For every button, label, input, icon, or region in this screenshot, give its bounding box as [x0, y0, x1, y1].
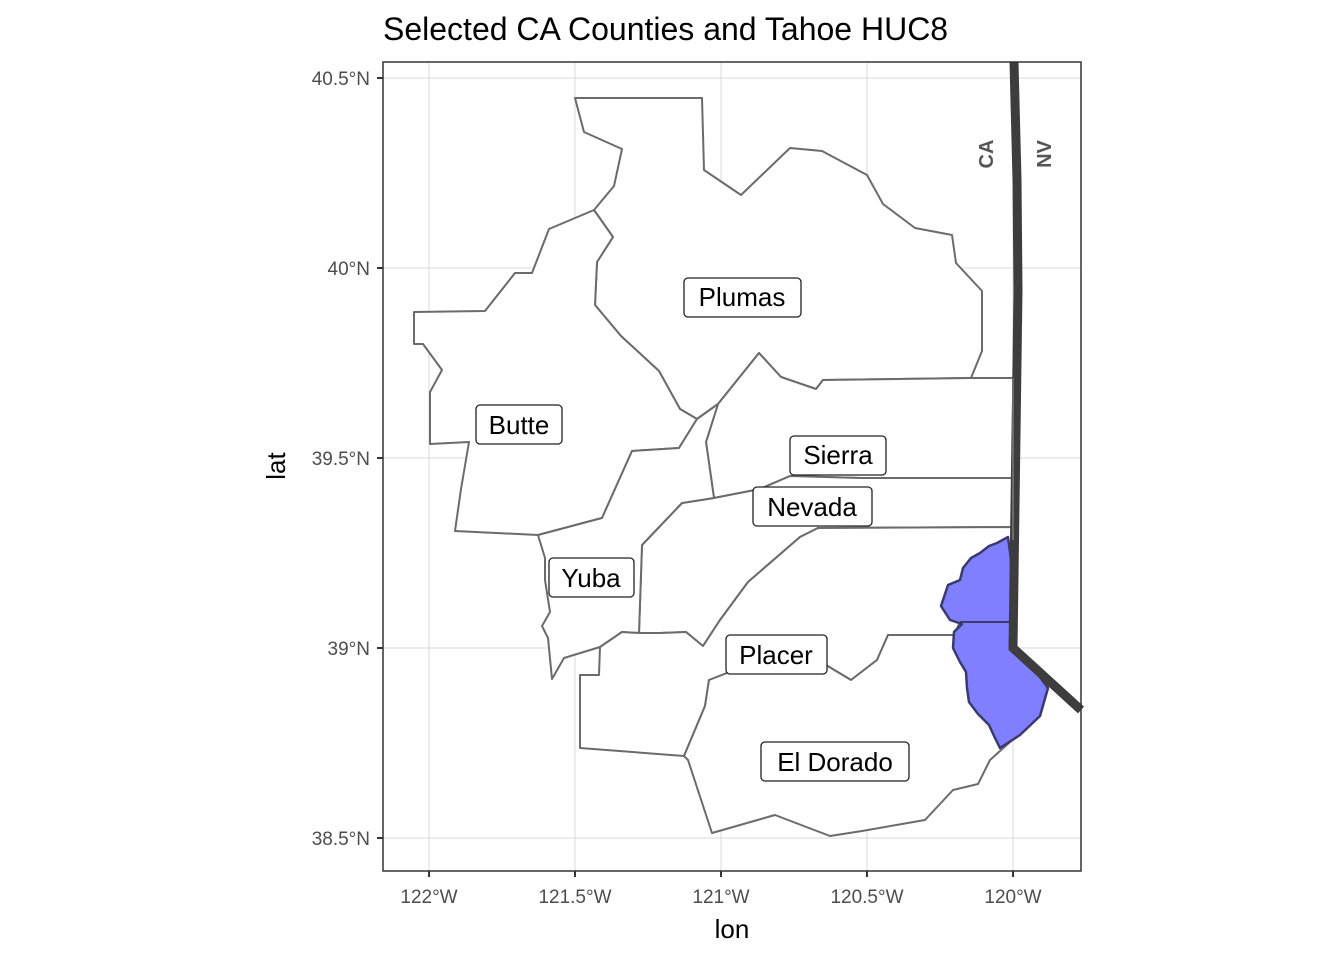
x-tick-labels: 122°W 121.5°W 121°W 120.5°W 120°W [400, 887, 1041, 908]
county-label-nevada: Nevada [752, 486, 873, 527]
state-boundary-line [1008, 61, 1085, 714]
y-tick-label: 38.5°N [312, 829, 370, 850]
y-tick-labels: 40.5°N 40°N 39.5°N 39°N 38.5°N [312, 69, 370, 850]
tahoe-huc8-region [939, 535, 1050, 750]
county-label-text: Nevada [767, 492, 857, 522]
x-tick-label: 120.5°W [830, 887, 903, 908]
x-tick-label: 121.5°W [538, 887, 611, 908]
county-label-text: Plumas [699, 282, 786, 312]
county-label-el-dorado: El Dorado [760, 741, 910, 782]
county-label-placer: Placer [725, 634, 828, 675]
county-yuba [537, 403, 719, 680]
counties-layer [413, 97, 1049, 837]
x-tick-label: 122°W [400, 887, 457, 908]
county-label-box [725, 634, 828, 675]
county-label-butte: Butte [475, 404, 563, 445]
county-butte [413, 209, 698, 536]
y-axis-title: lat [261, 451, 291, 479]
county-label-text: Yuba [561, 563, 621, 593]
county-label-box [789, 435, 887, 476]
plot-title: Selected CA Counties and Tahoe HUC8 [383, 11, 948, 47]
county-label-text: Butte [489, 410, 550, 440]
state-label-west: CA [976, 140, 998, 169]
county-label-plumas: Plumas [683, 277, 802, 318]
axis-ticks [377, 77, 1014, 877]
county-label-yuba: Yuba [548, 557, 635, 598]
x-tick-label: 121°W [692, 887, 749, 908]
y-tick-label: 40.5°N [312, 69, 370, 90]
y-tick-label: 39°N [328, 639, 370, 660]
state-label-east: NV [1034, 139, 1056, 167]
county-label-box [475, 404, 563, 445]
x-axis-title: lon [715, 914, 750, 944]
county-label-text: Placer [739, 640, 813, 670]
county-label-box [683, 277, 802, 318]
county-label-box [752, 486, 873, 527]
county-label-text: Sierra [803, 440, 873, 470]
county-label-sierra: Sierra [789, 435, 887, 476]
panel-border [382, 61, 1082, 872]
y-tick-label: 40°N [328, 259, 370, 280]
county-label-box [548, 557, 635, 598]
county-label-box [760, 741, 910, 782]
county-label-text: El Dorado [777, 747, 893, 777]
y-tick-label: 39.5°N [312, 449, 370, 470]
x-tick-label: 120°W [984, 887, 1041, 908]
county-labels: Plumas Butte Sierra Nevada Yuba Placer E… [475, 277, 910, 782]
